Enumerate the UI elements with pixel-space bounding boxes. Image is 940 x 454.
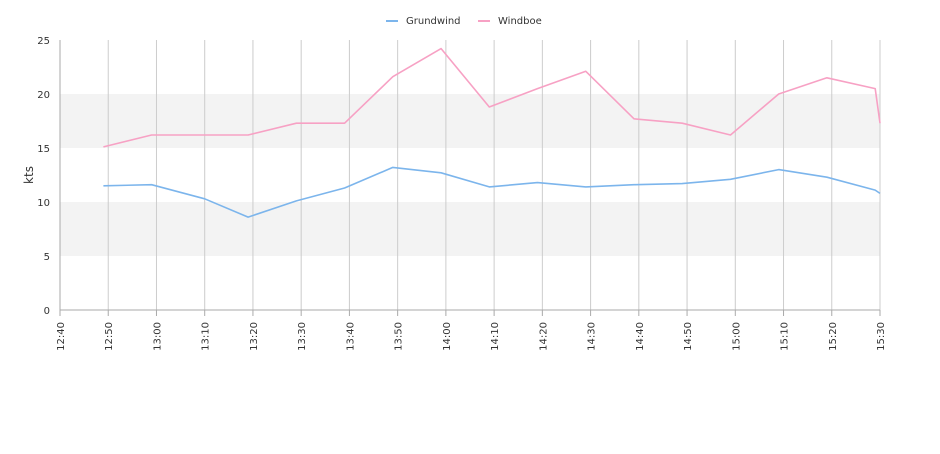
plot-bands [60, 94, 880, 256]
x-tick-label: 13:20 [249, 322, 260, 351]
x-tick-label: 14:40 [635, 322, 646, 351]
plot-band [60, 94, 880, 148]
x-tick-label: 14:20 [538, 322, 549, 351]
x-tick-label: 12:40 [56, 322, 67, 351]
x-tick-label: 14:00 [442, 322, 453, 351]
series-line-windboe [103, 47, 881, 148]
x-tick-label: 15:20 [828, 322, 839, 351]
y-tick-label: 25 [37, 36, 50, 47]
legend-label: Grundwind [406, 16, 461, 27]
x-tick-label: 13:50 [394, 322, 405, 351]
x-tick-label: 13:40 [345, 322, 356, 351]
grid-lines [59, 40, 881, 310]
x-tick-label: 13:30 [297, 322, 308, 351]
x-tick-label: 13:10 [201, 322, 212, 351]
legend: Grundwind Windboe [386, 16, 542, 27]
y-tick-label: 20 [37, 90, 50, 101]
y-axis-title: kts [22, 166, 36, 184]
x-tick-label: 14:30 [587, 322, 598, 351]
legend-label: Windboe [498, 16, 542, 27]
y-tick-label: 15 [37, 144, 50, 155]
y-tick-label: 5 [44, 252, 50, 263]
y-tick-label: 0 [44, 306, 50, 317]
x-tick-label: 15:30 [876, 322, 887, 351]
x-tick-label: 13:00 [152, 322, 163, 351]
series-line-grundwind [103, 166, 881, 218]
x-tick-label: 14:50 [683, 322, 694, 351]
series-lines [103, 47, 881, 218]
x-tick-label: 12:50 [104, 322, 115, 351]
x-tick-label: 15:00 [731, 322, 742, 351]
axes: 12:40 12:50 13:00 13:10 13:20 13:30 13:40 13:50… [37, 36, 887, 351]
x-tick-label: 15:10 [780, 322, 791, 351]
plot-band [60, 202, 880, 256]
y-tick-label: 10 [37, 198, 50, 209]
x-tick-label: 14:10 [490, 322, 501, 351]
